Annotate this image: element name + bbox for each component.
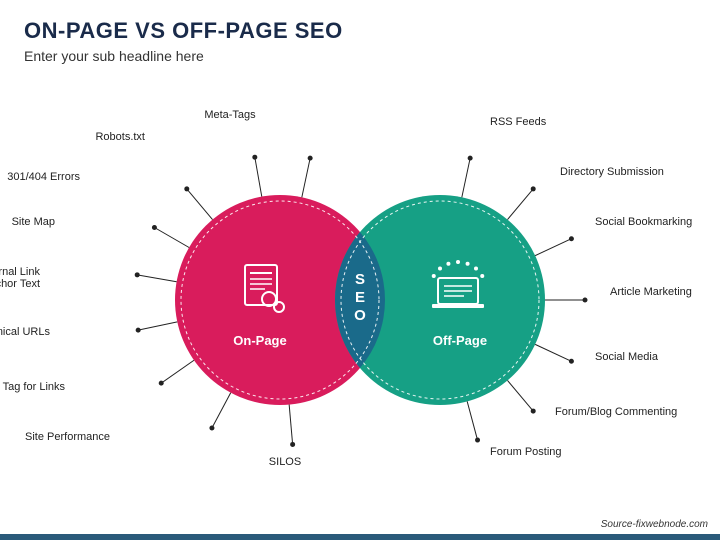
footer-bar [0,534,720,540]
spoke-label: RSS Feeds [490,116,547,128]
spoke-label: Social Bookmarking [595,216,692,228]
spoke-label: 301/404 Errors [7,171,80,183]
spoke-label: Title Tag for Links [0,381,66,393]
spoke-label: Site Map [12,216,55,228]
svg-text:S: S [355,271,365,288]
svg-text:On-Page: On-Page [233,333,286,348]
spoke-label: Directory Submission [560,166,664,178]
spoke-label: Internal Link [0,266,40,278]
spoke-label: Meta-Tags [204,109,256,121]
source-text: Source-fixwebnode.com [601,519,708,530]
svg-text:E: E [355,289,365,306]
spoke-label: Forum/Blog Commenting [555,406,677,418]
spoke-label: Article Marketing [610,286,692,298]
spoke-label: Social Media [595,351,659,363]
spoke-label: Site Performance [25,431,110,443]
spoke-label: Anchor Text [0,278,40,290]
spoke-label: Forum Posting [490,446,562,458]
svg-text:Off-Page: Off-Page [433,333,487,348]
spoke-label: SILOS [269,456,301,468]
svg-text:O: O [354,307,366,324]
spoke-label: Canonical URLs [0,326,50,338]
spoke-label: Robots.txt [95,131,145,143]
venn-diagram: SEO On-Page Off-Page Meta-Tags Robots.txt 301… [0,0,720,540]
